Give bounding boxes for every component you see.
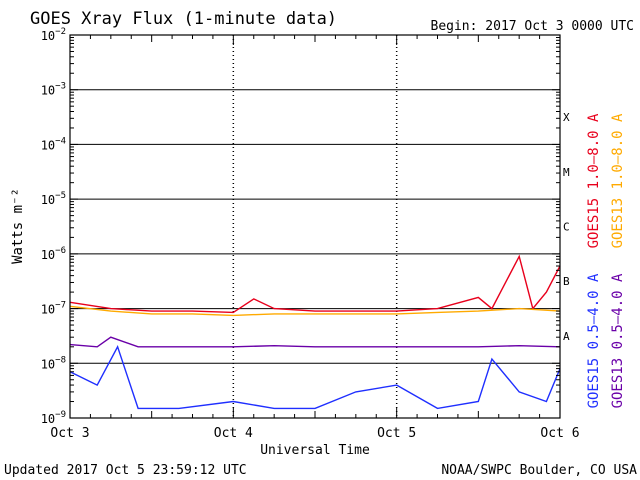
flare-class-b: B <box>563 275 570 288</box>
flare-class-labels: A B C M X <box>563 111 570 343</box>
series-line <box>69 336 561 348</box>
series-lines <box>69 254 561 410</box>
begin-time: Begin: 2017 Oct 3 0000 UTC <box>431 19 635 34</box>
y-axis-label: Watts m⁻² <box>10 188 26 264</box>
y-axis-ticks: 10−9 10−8 10−7 10−6 10−5 10−4 10−3 10−2 <box>41 27 560 426</box>
y-tick-label: 10−2 <box>41 27 66 43</box>
credit: NOAA/SWPC Boulder, CO USA <box>441 463 637 478</box>
y-tick-label: 10−9 <box>41 410 66 426</box>
legend-entry: GOES13 0.5–4.0 A <box>610 273 626 408</box>
y-tick-label: 10−7 <box>41 301 66 317</box>
x-axis-label: Universal Time <box>260 443 370 458</box>
flare-class-a: A <box>563 330 570 343</box>
y-tick-label: 10−3 <box>41 82 66 98</box>
chart-title: GOES Xray Flux (1-minute data) <box>30 9 337 29</box>
grid-lines <box>70 35 560 418</box>
legend-entry: GOES15 1.0–8.0 A <box>586 113 602 248</box>
x-axis-ticks: Oct 3 Oct 4 Oct 5 Oct 6 <box>50 35 580 441</box>
series-line <box>69 254 561 314</box>
series-line <box>69 305 561 317</box>
y-tick-label: 10−5 <box>41 191 66 207</box>
flare-class-m: M <box>563 166 570 179</box>
flare-class-c: C <box>563 221 570 234</box>
legend-entry: GOES13 1.0–8.0 A <box>610 113 626 248</box>
plot-frame <box>69 34 561 419</box>
x-tick-label: Oct 4 <box>214 426 253 441</box>
updated-time: Updated 2017 Oct 5 23:59:12 UTC <box>4 463 247 478</box>
legend-entry: GOES15 0.5–4.0 A <box>586 273 602 408</box>
y-tick-label: 10−8 <box>41 355 66 371</box>
y-tick-label: 10−4 <box>41 136 66 152</box>
y-tick-label: 10−6 <box>41 246 66 262</box>
x-tick-label: Oct 6 <box>540 426 579 441</box>
flare-class-x: X <box>563 111 570 124</box>
legend: GOES15 1.0–8.0 A GOES13 1.0–8.0 A GOES15 0… <box>586 113 626 408</box>
x-tick-label: Oct 3 <box>50 426 89 441</box>
series-line <box>69 345 561 410</box>
x-tick-label: Oct 5 <box>377 426 416 441</box>
